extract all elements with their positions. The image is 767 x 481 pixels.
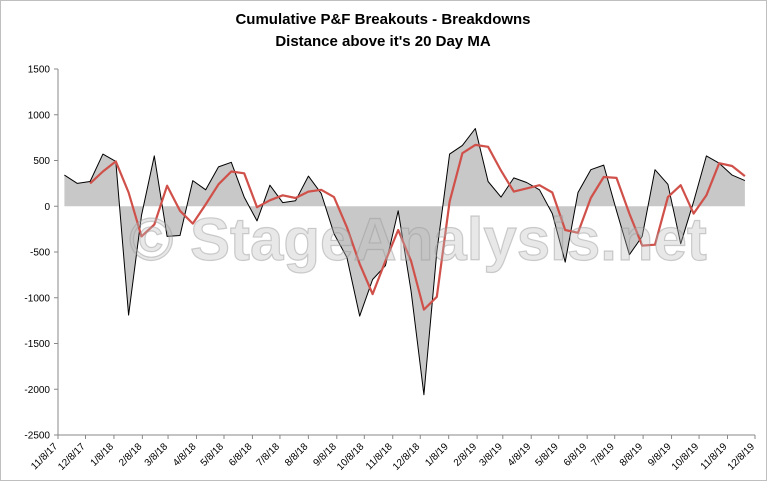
chart-subtitle: Distance above it's 20 Day MA — [275, 33, 490, 50]
y-tick-label: -500 — [30, 248, 50, 259]
y-tick-label: -2000 — [24, 385, 50, 396]
y-tick-label: 1000 — [28, 110, 51, 121]
series-line — [89, 143, 746, 311]
watermark: © StageAnalysis.net — [129, 206, 707, 273]
area-fill — [64, 128, 745, 395]
chart-title: Cumulative P&F Breakouts - Breakdowns — [235, 11, 530, 28]
y-tick-label: -1000 — [24, 293, 50, 304]
series-line — [64, 128, 746, 396]
y-tick-label: -2500 — [24, 431, 50, 442]
y-tick-label: 1500 — [28, 65, 51, 76]
y-tick-label: 500 — [33, 156, 50, 167]
y-tick-label: 0 — [44, 202, 50, 213]
y-tick-label: -1500 — [24, 339, 50, 350]
